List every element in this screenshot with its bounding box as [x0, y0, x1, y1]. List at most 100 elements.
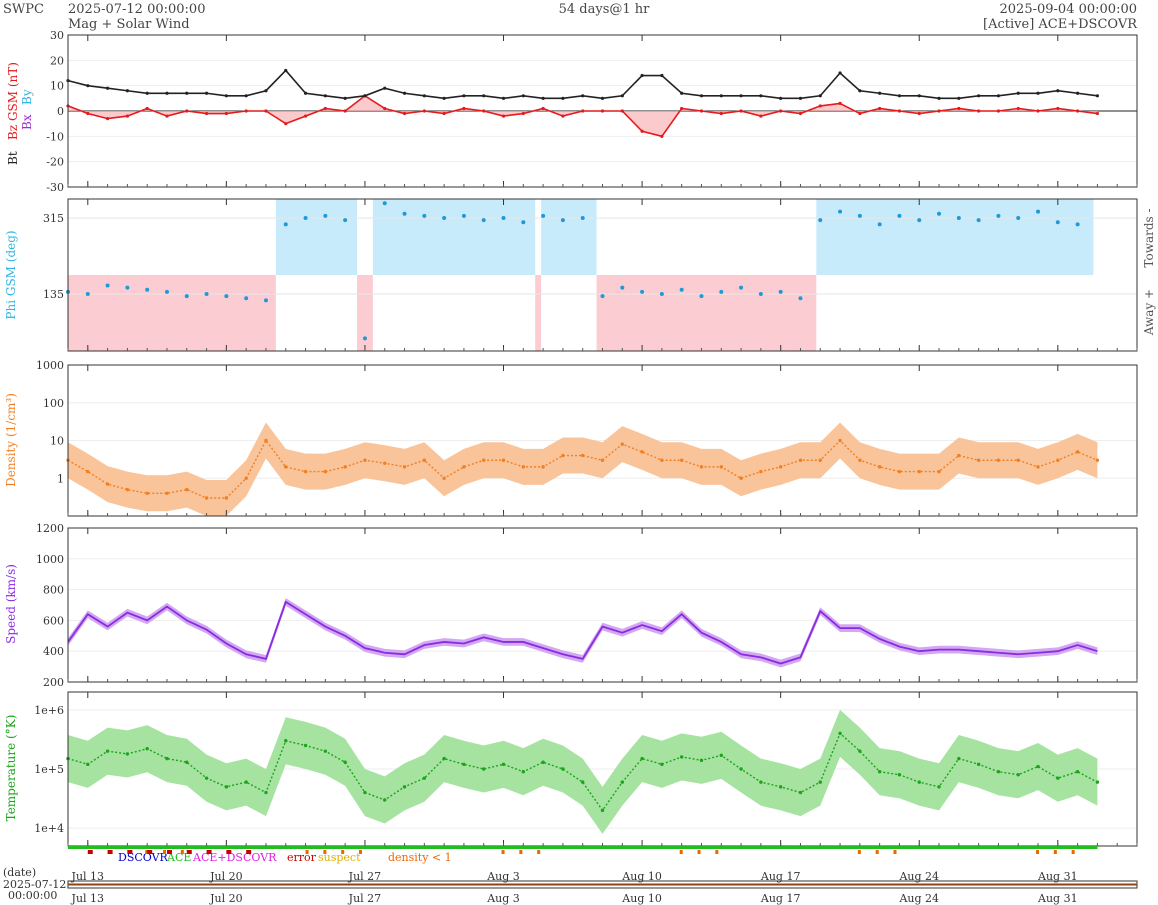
density-point	[224, 496, 229, 500]
density-point	[1016, 458, 1020, 462]
bz-series-point	[581, 109, 585, 113]
mag-ylabel: Bt Bz GSM (nT) Bx By	[6, 62, 34, 165]
density-point	[679, 458, 684, 462]
density-point	[402, 465, 407, 469]
temperature-point	[858, 749, 862, 753]
phi-point	[580, 216, 585, 220]
status-legend: DSCOVR ACE ACE+DSCOVR error suspect dens…	[118, 851, 452, 864]
density-ytick-label: 100	[43, 397, 64, 410]
speed-ytick-label: 1200	[36, 522, 64, 535]
density-point	[739, 476, 743, 480]
bz-series-point	[739, 109, 743, 113]
phi-point	[422, 213, 427, 218]
x-tick-label: Aug 3	[486, 870, 520, 883]
phi-point	[1075, 222, 1080, 227]
x-tick-label: Aug 10	[621, 870, 662, 883]
phi-point	[917, 218, 922, 223]
phi-away-label: Away +	[1142, 289, 1156, 336]
phi-point	[659, 292, 664, 296]
phi-point	[877, 222, 882, 227]
phi-sector-towards	[541, 199, 597, 275]
status-error-mark	[166, 850, 172, 854]
status-density-mark	[359, 850, 363, 854]
bt-series-point	[482, 94, 486, 98]
bz-series-point	[779, 109, 783, 113]
phi-ytick-label: 315	[43, 212, 64, 225]
density-point	[798, 458, 803, 462]
density-point	[976, 458, 981, 462]
phi-point	[976, 218, 981, 223]
temperature-point	[125, 752, 130, 756]
legend-dscovr: DSCOVR	[118, 851, 169, 864]
phi-point	[778, 289, 783, 294]
bz-series-point	[917, 111, 921, 116]
bz-series-point	[165, 114, 169, 118]
phi-ylabel: Phi GSM (deg)	[4, 230, 18, 319]
bt-series-point	[957, 96, 961, 100]
temperature-point	[462, 762, 466, 767]
density-point	[937, 469, 941, 474]
phi-point	[956, 216, 961, 220]
bz-series-point	[1056, 106, 1060, 111]
status-density-mark	[1036, 850, 1040, 854]
phi-point	[442, 216, 447, 220]
status-error-mark	[186, 850, 192, 854]
density-point	[581, 453, 585, 458]
phi-point	[323, 213, 328, 218]
bz-series-point	[937, 109, 941, 113]
legend-density-lt1: density < 1	[388, 851, 452, 864]
x-tick-label-lower: Aug 31	[1037, 892, 1078, 905]
temperature-point	[699, 758, 704, 763]
density-point	[1075, 450, 1080, 454]
bt-series-point	[521, 94, 525, 98]
bz-series-point	[402, 111, 407, 116]
temperature-point	[778, 785, 783, 789]
bz-series-point	[383, 106, 387, 111]
density-point	[1095, 458, 1100, 462]
x-tick-label-lower: Aug 17	[760, 892, 801, 905]
phi-point	[125, 285, 130, 290]
x-tick-label-lower: Aug 24	[898, 892, 939, 905]
density-point	[204, 496, 209, 500]
bz-series-point	[125, 114, 129, 118]
x-tick-label: Aug 17	[760, 870, 801, 883]
bz-series-point	[561, 114, 565, 118]
phi-point	[600, 294, 605, 299]
density-point	[363, 458, 367, 462]
bt-series-point	[442, 96, 446, 100]
bt-label: Bt	[6, 151, 20, 165]
bt-series-point	[798, 96, 803, 100]
density-panel: 1000 100 10 1	[36, 359, 1137, 516]
phi-point	[521, 220, 526, 225]
temperature-point	[877, 770, 882, 774]
bt-series-point	[541, 96, 545, 100]
bz-series-point	[1036, 109, 1040, 113]
bt-series	[67, 69, 1098, 100]
bz-series-point	[818, 104, 822, 108]
bt-series-point	[224, 94, 228, 98]
mag-panel: 30 20 10 0 -10 -20 -30	[46, 29, 1137, 194]
bz-fill	[68, 95, 1098, 137]
temperature-point	[244, 780, 248, 784]
density-point	[264, 438, 268, 443]
phi-point	[857, 213, 862, 218]
legend-ace-dscovr: ACE+DSCOVR	[192, 851, 277, 864]
temperature-point	[284, 739, 288, 743]
subtitle: Mag + Solar Wind	[68, 17, 190, 32]
bz-series-point	[897, 109, 902, 113]
status-ace-bar	[68, 846, 1098, 849]
phi-point	[382, 201, 387, 206]
phi-point	[303, 216, 308, 220]
phi-sector-towards	[275, 199, 358, 275]
x-tick-label-lower: Jul 27	[348, 892, 382, 905]
phi-panel: 315 135	[43, 199, 1137, 351]
x-tick-label: Aug 31	[1037, 870, 1078, 883]
status-error-mark	[226, 850, 232, 854]
bz-series-point	[1095, 111, 1100, 116]
phi-point	[699, 294, 704, 299]
bt-series-point	[996, 94, 1001, 98]
bt-series-point	[818, 94, 822, 98]
density-series	[67, 439, 1098, 499]
phi-point	[818, 218, 823, 223]
